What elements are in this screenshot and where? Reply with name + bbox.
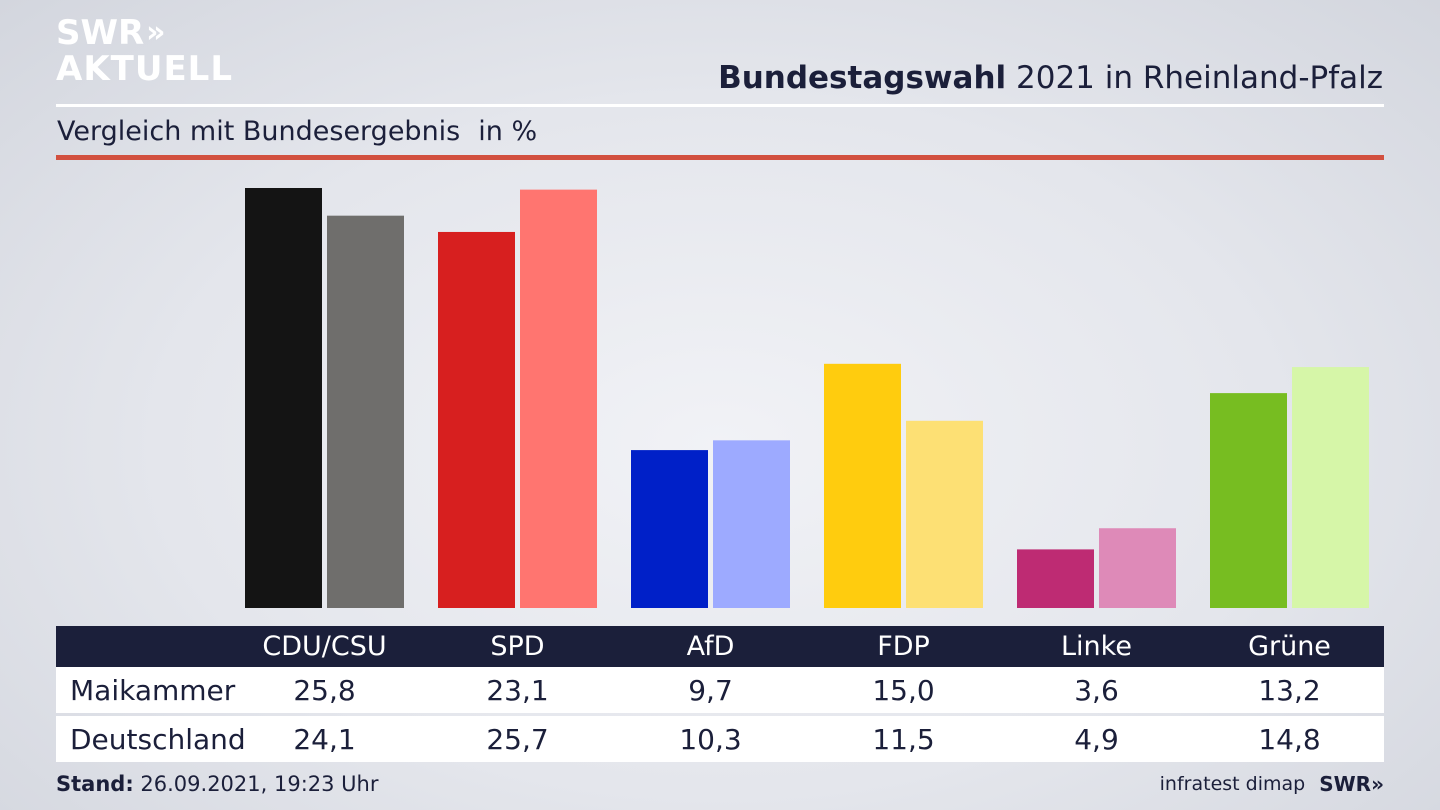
table-row-deutschland: Deutschland 24,1 25,7 10,3 11,5 4,9 14,8 xyxy=(56,716,1384,762)
title-rest: 2021 in Rheinland-Pfalz xyxy=(1006,60,1383,96)
column-header: Grüne xyxy=(1248,631,1331,662)
table-cell: 25,7 xyxy=(486,722,549,756)
unit-label: in % xyxy=(478,116,538,147)
table-cell: 11,5 xyxy=(872,722,935,756)
results-table: CDU/CSU SPD AfD FDP Linke Grüne Maikammer 25,… xyxy=(56,626,1384,762)
bar-chart xyxy=(245,188,1369,608)
logo-aktuell-text: AKTUELL xyxy=(56,49,234,89)
column-header: FDP xyxy=(877,631,930,662)
table-cell: 24,1 xyxy=(293,722,356,756)
column-header: Linke xyxy=(1061,631,1132,662)
source-text: infratest dimap xyxy=(1159,773,1306,795)
swr-footer-logo: SWR» xyxy=(1319,772,1384,796)
column-header: CDU/CSU xyxy=(262,631,387,662)
table-cell: 9,7 xyxy=(688,673,733,707)
title-bold: Bundestagswahl xyxy=(718,60,1007,96)
bar-grüne-maikammer xyxy=(1210,393,1287,608)
stand-label: Stand: xyxy=(56,772,134,796)
bar-grüne-deutschland xyxy=(1292,367,1369,608)
row-label: Deutschland xyxy=(70,722,246,756)
column-header: AfD xyxy=(686,631,735,662)
table-cell: 25,8 xyxy=(293,673,356,707)
table-cell: 15,0 xyxy=(872,673,935,707)
table-cell: 3,6 xyxy=(1074,673,1119,707)
chart-subtitle: Vergleich mit Bundesergebnis in % xyxy=(57,116,537,147)
bar-cdu-csu-maikammer xyxy=(245,188,322,608)
bar-cdu-csu-deutschland xyxy=(327,215,404,608)
column-header: SPD xyxy=(490,631,545,662)
bar-afd-maikammer xyxy=(631,450,708,608)
timestamp: Stand: 26.09.2021, 19:23 Uhr xyxy=(56,772,379,796)
table-cell: 14,8 xyxy=(1258,722,1321,756)
bar-linke-maikammer xyxy=(1017,549,1094,608)
bar-fdp-maikammer xyxy=(824,363,901,608)
bar-fdp-deutschland xyxy=(906,420,983,608)
source-credit: infratest dimap SWR» xyxy=(1160,772,1384,796)
logo-swr-text: SWR xyxy=(56,13,145,53)
table-cell: 13,2 xyxy=(1258,673,1321,707)
swr-aktuell-logo: SWR» AKTUELL xyxy=(56,16,233,86)
table-cell: 4,9 xyxy=(1074,722,1119,756)
subtitle-text: Vergleich mit Bundesergebnis xyxy=(57,116,461,147)
bar-spd-deutschland xyxy=(520,189,597,608)
table-cell: 10,3 xyxy=(679,722,742,756)
table-cell: 23,1 xyxy=(486,673,549,707)
logo-swr: SWR» xyxy=(56,16,233,50)
stand-value: 26.09.2021, 19:23 Uhr xyxy=(133,772,379,796)
table-header: CDU/CSU SPD AfD FDP Linke Grüne xyxy=(56,626,1384,667)
bar-afd-deutschland xyxy=(713,440,790,608)
header-divider xyxy=(56,104,1384,107)
page-title: Bundestagswahl 2021 in Rheinland-Pfalz xyxy=(718,60,1383,96)
bar-spd-maikammer xyxy=(438,231,515,608)
table-row-maikammer: Maikammer 25,8 23,1 9,7 15,0 3,6 13,2 xyxy=(56,667,1384,713)
row-label: Maikammer xyxy=(70,673,236,707)
accent-divider xyxy=(56,155,1384,160)
bar-linke-deutschland xyxy=(1099,528,1176,608)
